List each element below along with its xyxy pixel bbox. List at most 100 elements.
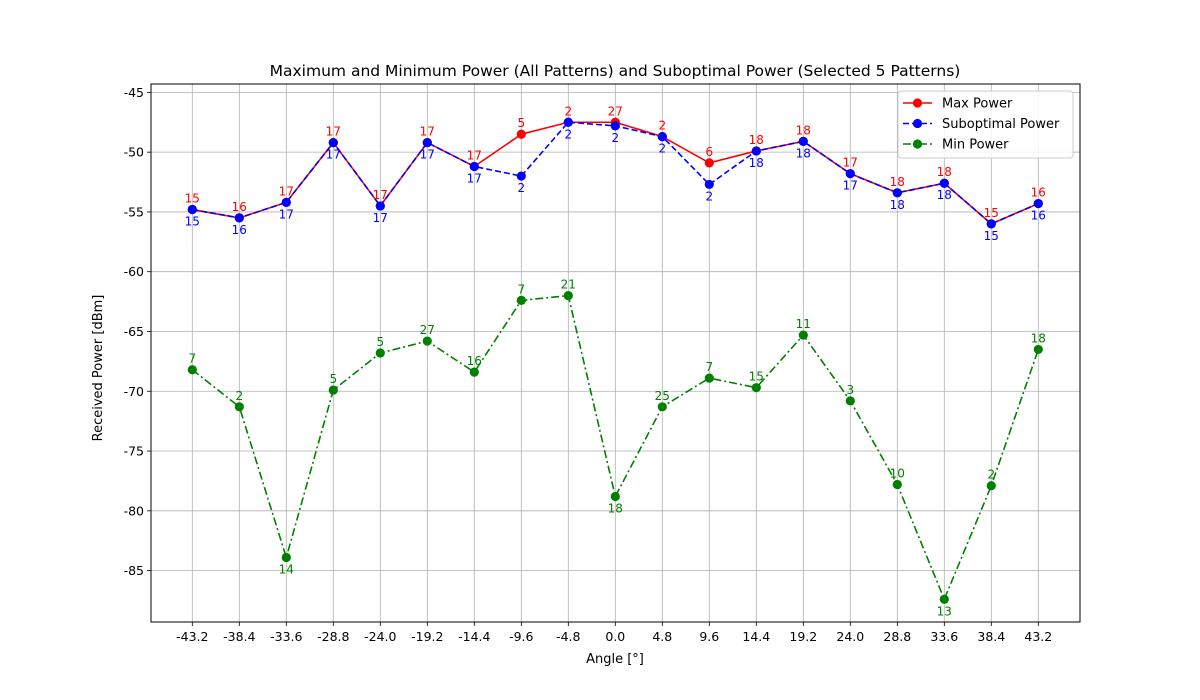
suboptimal-power-point xyxy=(187,204,197,215)
y-tick-label: -65 xyxy=(124,324,144,339)
suboptimal-power-data-label: 16 xyxy=(1031,209,1046,223)
suboptimal-power-point xyxy=(328,137,338,148)
suboptimal-power-point xyxy=(704,179,714,190)
suboptimal-power-data-label: 17 xyxy=(420,148,435,162)
min-power-data-label: 16 xyxy=(467,354,482,368)
y-tick-label: -45 xyxy=(124,85,144,100)
min-power-data-label: 7 xyxy=(188,352,196,366)
min-power-point xyxy=(657,402,667,412)
min-power-point xyxy=(610,491,620,502)
suboptimal-power-point xyxy=(234,213,244,223)
x-tick-label: -43.2 xyxy=(176,629,208,644)
suboptimal-power-point xyxy=(798,136,808,146)
x-tick-label: -28.8 xyxy=(317,629,349,644)
min-power-data-label: 18 xyxy=(1031,331,1046,345)
min-power-data-label: 27 xyxy=(420,323,435,337)
min-power-point xyxy=(422,336,432,346)
suboptimal-power-point xyxy=(892,188,902,198)
legend-box xyxy=(897,90,1074,159)
max-power-data-label: 18 xyxy=(749,133,764,147)
max-power-data-label: 18 xyxy=(796,123,811,137)
suboptimal-power-data-label: 2 xyxy=(658,142,666,156)
min-power-point xyxy=(375,348,385,358)
x-tick-label: -33.6 xyxy=(270,629,302,644)
suboptimal-power-point xyxy=(657,132,667,142)
suboptimal-power-data-label: 15 xyxy=(185,215,200,229)
suboptimal-power-data-label: 18 xyxy=(890,198,905,212)
x-tick-label: 24.0 xyxy=(836,629,864,644)
x-tick-label: -9.6 xyxy=(509,629,533,644)
min-power-data-label: 3 xyxy=(846,383,854,397)
legend-max-power-label: Max Power xyxy=(942,97,1013,112)
max-power-data-label: 17 xyxy=(843,156,858,170)
max-power-point xyxy=(704,158,714,168)
min-power-point xyxy=(1033,344,1043,355)
x-tick-label: 9.6 xyxy=(699,629,719,644)
min-power-data-label: 5 xyxy=(329,372,337,386)
grid xyxy=(151,84,1080,622)
legend-suboptimal-power-swatch-marker xyxy=(912,118,923,129)
max-power-data-label: 6 xyxy=(705,145,713,159)
max-power-data-label: 18 xyxy=(890,175,905,189)
suboptimal-power-point xyxy=(986,219,996,229)
suboptimal-power-point xyxy=(939,178,949,188)
min-power-data-label: 21 xyxy=(561,278,576,292)
x-tick-label: 28.8 xyxy=(883,629,911,644)
suboptimal-power-data-label: 15 xyxy=(984,229,999,243)
suboptimal-power-point xyxy=(845,169,855,179)
max-power-data-label: 15 xyxy=(984,206,999,220)
min-power-point xyxy=(281,552,291,563)
min-power-point xyxy=(986,481,996,491)
max-power-data-label: 27 xyxy=(608,104,623,118)
suboptimal-power-data-label: 18 xyxy=(937,188,952,202)
legend: Max Power Suboptimal Power Min Power xyxy=(897,90,1074,159)
suboptimal-power-data-label: 2 xyxy=(564,127,572,141)
y-tick-label: -85 xyxy=(124,563,144,578)
suboptimal-power-data-label: 17 xyxy=(279,207,294,221)
suboptimal-power-point xyxy=(281,197,291,207)
suboptimal-power-data-label: 2 xyxy=(517,181,525,195)
x-tick-label: -38.4 xyxy=(223,629,255,644)
y-tick-label: -60 xyxy=(124,264,144,279)
x-tick-label: -19.2 xyxy=(411,629,443,644)
suboptimal-power-point xyxy=(469,161,479,172)
max-power-data-label: 18 xyxy=(937,165,952,179)
min-power-data-label: 18 xyxy=(608,501,623,515)
x-tick-label: -24.0 xyxy=(364,629,396,644)
suboptimal-power-data-label: 2 xyxy=(611,131,619,145)
suboptimal-power-point xyxy=(516,171,526,181)
suboptimal-power-point xyxy=(563,117,573,127)
x-tick-label: -4.8 xyxy=(556,629,580,644)
max-power-data-label: 5 xyxy=(517,116,525,130)
chart-title: Maximum and Minimum Power (All Patterns)… xyxy=(270,62,961,80)
max-power-data-label: 17 xyxy=(279,184,294,198)
suboptimal-power-data-label: 17 xyxy=(326,148,341,162)
min-power-point xyxy=(939,594,949,604)
max-power-data-label: 2 xyxy=(564,104,572,118)
y-tick-label: -55 xyxy=(124,204,144,219)
x-tick-label: 43.2 xyxy=(1024,629,1052,644)
x-tick-label: 38.4 xyxy=(977,629,1005,644)
x-tick-label: -14.4 xyxy=(458,629,490,644)
max-power-data-label: 2 xyxy=(658,119,666,133)
y-axis-label: Received Power [dBm] xyxy=(91,295,106,442)
min-power-point xyxy=(469,367,479,377)
y-tick-label: -50 xyxy=(124,145,144,160)
x-tick-label: 33.6 xyxy=(930,629,958,644)
y-tick-label: -75 xyxy=(124,444,144,459)
min-power-point xyxy=(751,383,761,393)
suboptimal-power-data-label: 17 xyxy=(373,211,388,225)
max-power-data-label: 17 xyxy=(326,125,341,139)
max-power-data-label: 17 xyxy=(420,125,435,139)
max-power-data-label: 17 xyxy=(467,148,482,162)
x-tick-label: 4.8 xyxy=(652,629,672,644)
min-power-data-label: 7 xyxy=(517,282,525,296)
suboptimal-power-data-label: 2 xyxy=(705,189,713,203)
suboptimal-power-point xyxy=(610,121,620,131)
min-power-point xyxy=(328,385,338,395)
x-axis-label: Angle [°] xyxy=(586,652,644,667)
suboptimal-power-point xyxy=(751,146,761,156)
legend-suboptimal-power-label: Suboptimal Power xyxy=(942,117,1060,132)
